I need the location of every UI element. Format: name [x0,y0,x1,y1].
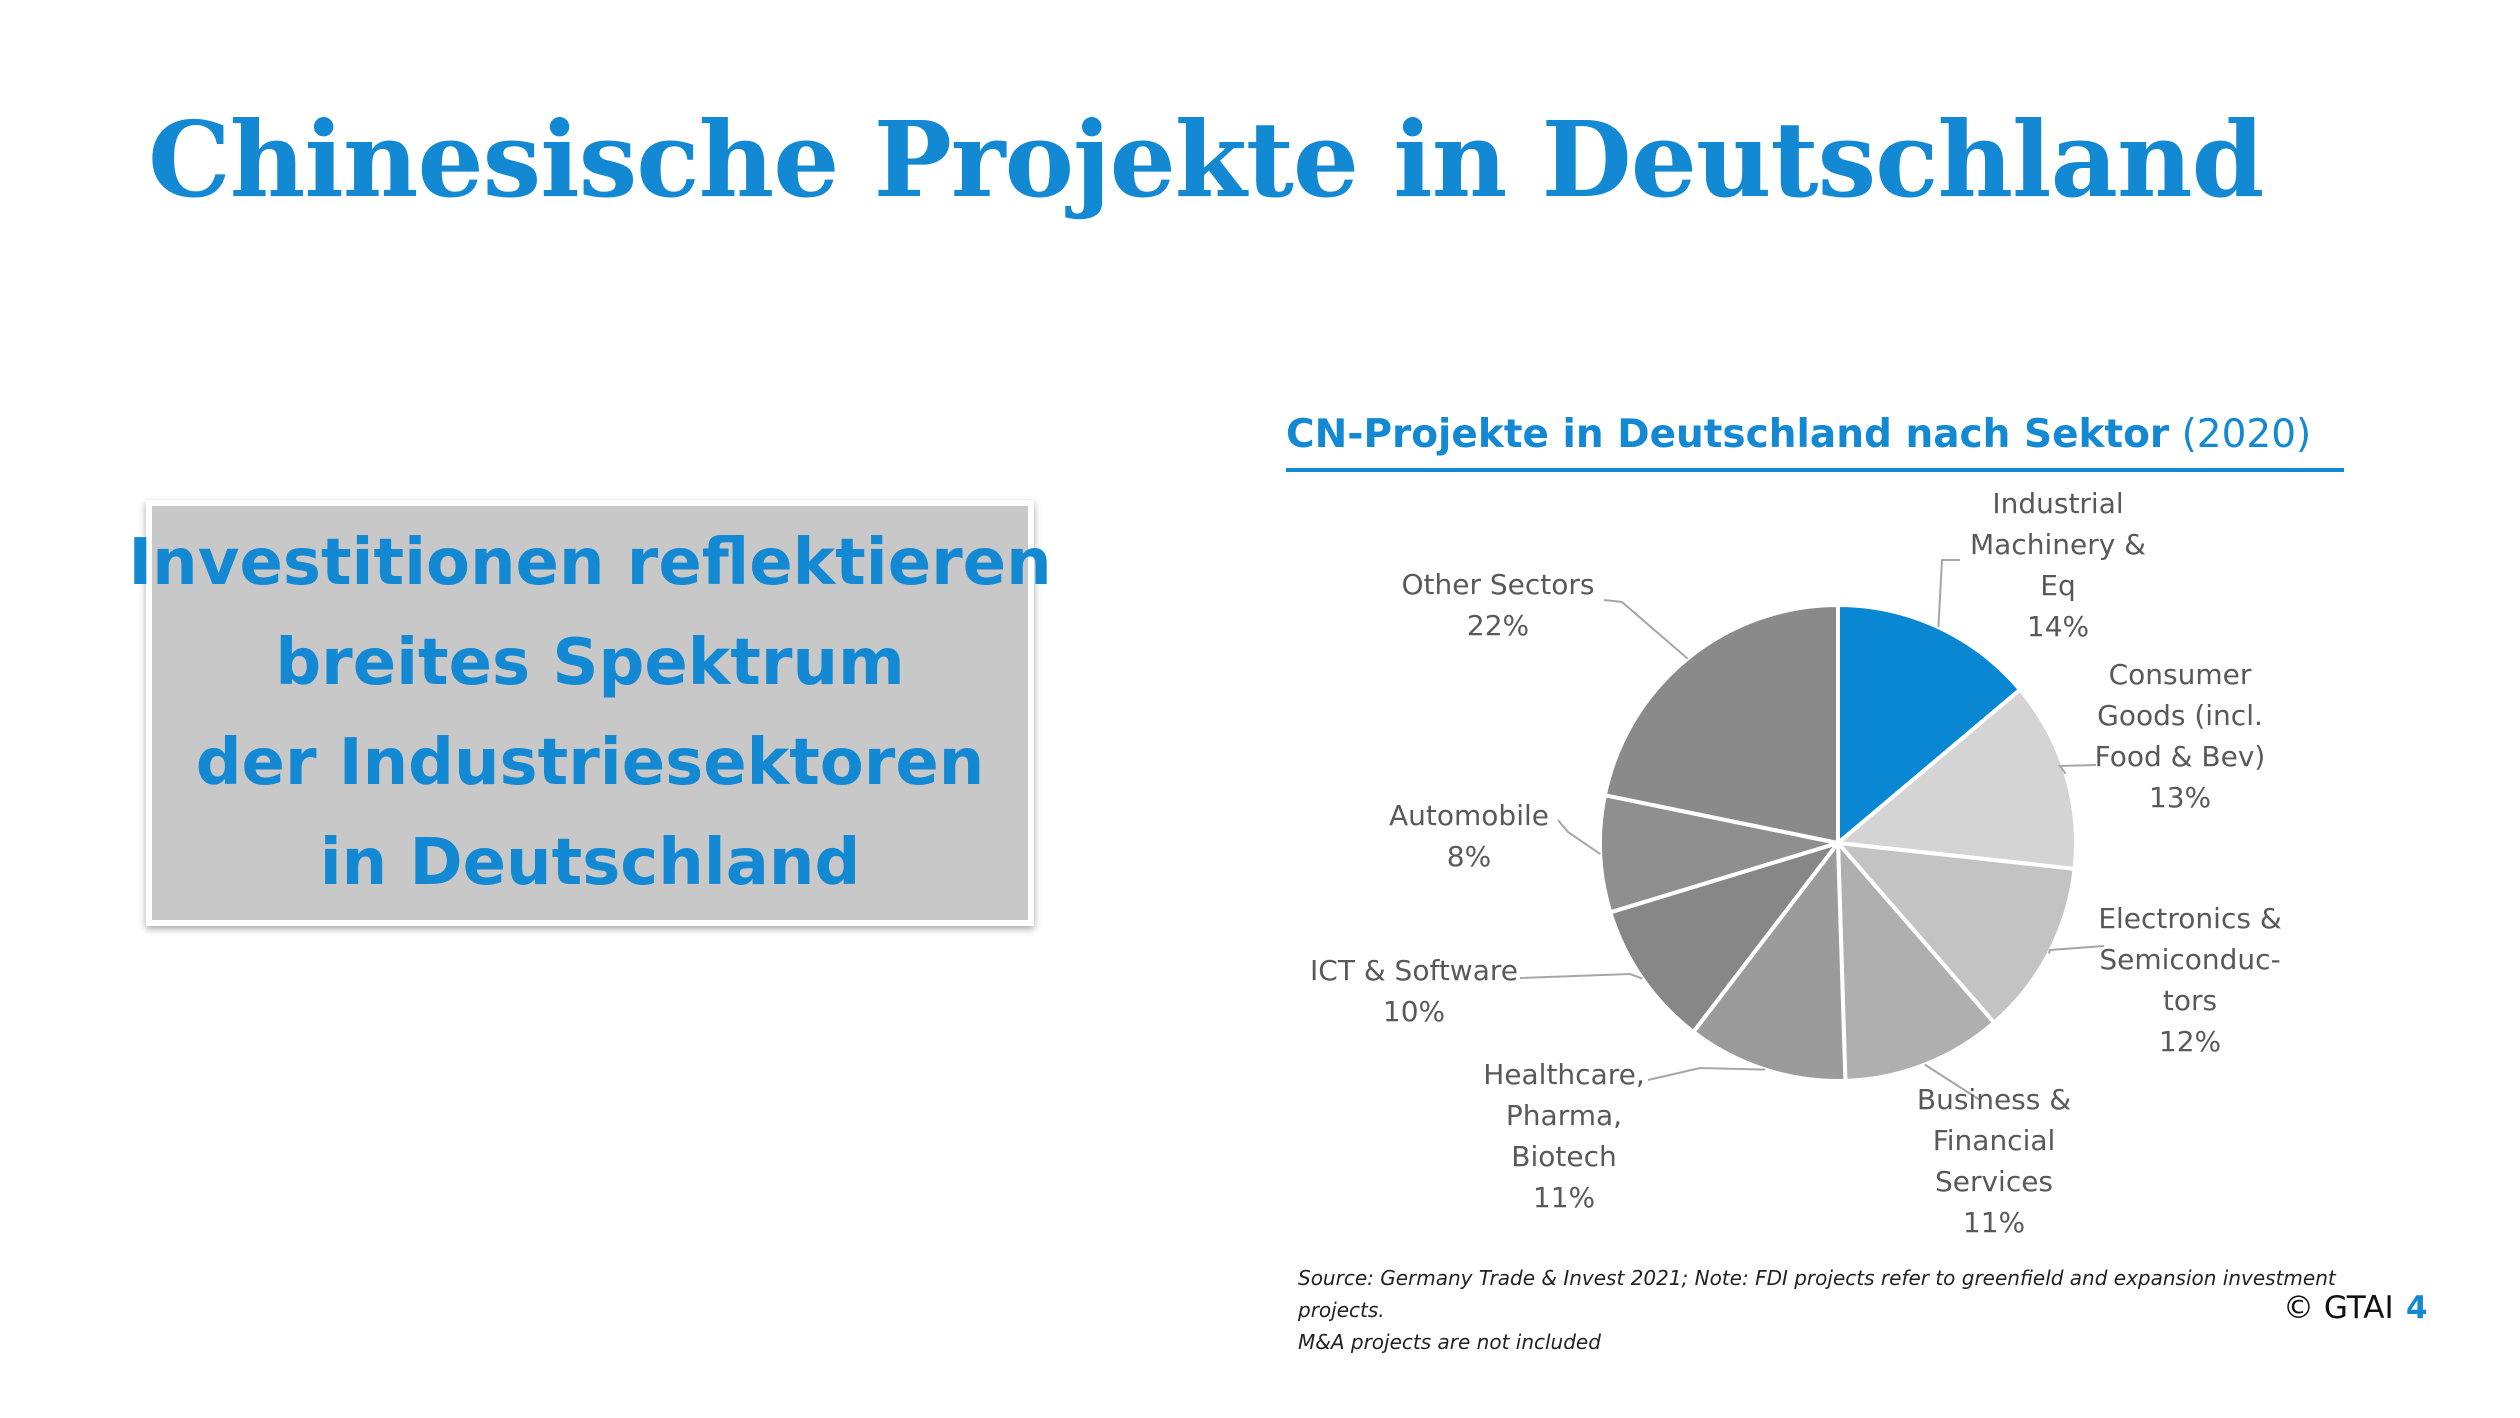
slice-value-label: 12% [2158,1025,2222,1058]
slice-label-line: Electronics & [2098,902,2282,935]
slice-label-line: Biotech [1511,1140,1617,1173]
chart-title-main: CN-Projekte in Deutschland nach Sektor [1286,412,2170,457]
leader-line [1937,559,1960,628]
chart-title-year: (2020) [2181,412,2312,457]
leader-line [1519,972,1643,980]
slice-label: Business & Financial Services 11% [1917,1079,2071,1243]
slice-label: ICT & Software 10% [1310,950,1518,1032]
slice-label-line: Financial [1932,1124,2056,1157]
leader-line [2058,764,2097,775]
slice-value-label: 11% [1962,1206,2026,1239]
chart-title: CN-Projekte in Deutschland nach Sektor (… [1286,412,2311,457]
callout-line: breites Spektrum [275,626,905,700]
slice-label-line: Food & Bev) [2094,740,2266,773]
slice-label: Automobile 8% [1389,795,1549,877]
callout-line: der Industriesektoren [195,726,985,800]
leader-line [2047,945,2105,954]
leader-line [1924,1063,1981,1101]
slice-label-line: Industrial [1992,487,2124,520]
slice-value-label: 11% [1532,1181,1596,1214]
slice-value-label: 22% [1466,609,1530,642]
slice-label-line: Semiconduc- [2099,943,2281,976]
slice-label-line: Healthcare, [1483,1058,1645,1091]
slice-label-line: Eq [2040,569,2076,602]
source-note: Source: Germany Trade & Invest 2021; Not… [1298,1262,2408,1358]
slice-label: Industrial Machinery & Eq 14% [1970,483,2146,647]
pie-slice [1836,841,1997,1083]
slice-label: Healthcare, Pharma, Biotech 11% [1483,1054,1645,1218]
leader-line [1557,819,1601,855]
page-number: 4 [2406,1290,2428,1326]
slice-label-line: Services [1934,1165,2054,1198]
slice-label-line: Goods (incl. [2097,699,2263,732]
slice-value-label: 13% [2148,781,2212,814]
slice-label-line: Business & [1916,1083,2072,1116]
slice-label-line: Pharma, [1505,1099,1623,1132]
slice-label-line: Other Sectors [1401,568,1595,601]
slice-label: Consumer Goods (incl. Food & Bev) 13% [2095,654,2266,818]
slice-value-label: 10% [1382,995,1446,1028]
slice-label: Electronics & Semiconduc-tors 12% [2098,898,2281,1062]
slide-title: Chinesische Projekte in Deutschland [148,98,2264,221]
slice-label: Other Sectors 22% [1401,564,1594,646]
slice-label-line: Machinery & [1969,528,2147,561]
slice-value-label: 14% [2026,610,2090,643]
callout-box: Investitionen reflektieren breites Spekt… [128,500,1052,926]
slice-label-line: ICT & Software [1310,954,1518,987]
callout-line: in Deutschland [319,826,861,900]
slice-label-line: Consumer [2108,658,2252,691]
slice-label-line: tors [2162,984,2218,1017]
leader-line [1647,1066,1766,1081]
source-note-line: M&A projects are not included [1298,1330,1601,1354]
leader-line [1603,599,1689,660]
slice-value-label: 8% [1446,840,1492,873]
chart-title-underline [1286,468,2344,472]
source-note-line: Source: Germany Trade & Invest 2021; Not… [1298,1266,2336,1322]
callout-line: Investitionen reflektieren [128,526,1052,600]
pie-slice [1836,603,2023,845]
slice-label-line: Automobile [1389,799,1549,832]
copyright: © GTAI [2283,1290,2394,1326]
